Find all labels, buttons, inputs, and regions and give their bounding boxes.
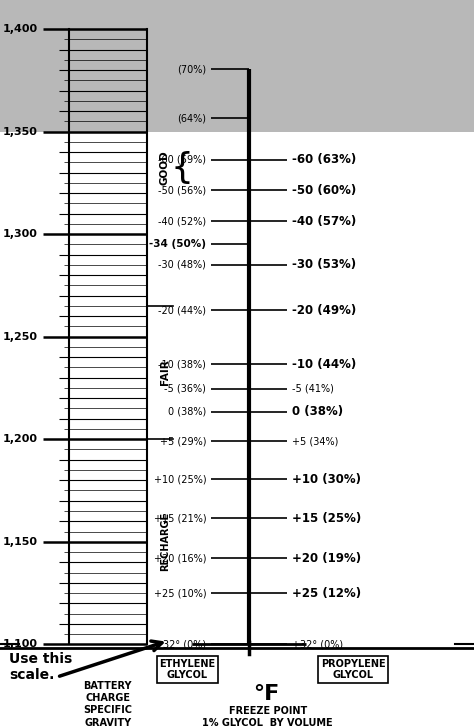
Text: -50 (60%): -50 (60%)	[292, 183, 356, 197]
Text: +15 (25%): +15 (25%)	[292, 512, 361, 525]
Text: +20 (19%): +20 (19%)	[292, 552, 361, 565]
Text: 1,400: 1,400	[3, 24, 38, 34]
Text: +25 (10%): +25 (10%)	[154, 588, 206, 598]
Text: -5 (41%): -5 (41%)	[292, 384, 333, 394]
Text: -34 (50%): -34 (50%)	[149, 240, 206, 250]
Text: -10 (44%): -10 (44%)	[292, 358, 356, 371]
Text: 1,150: 1,150	[3, 537, 38, 547]
Text: ETHYLENE
GLYCOL: ETHYLENE GLYCOL	[159, 659, 215, 681]
Text: +10 (30%): +10 (30%)	[292, 473, 361, 486]
Text: 1,200: 1,200	[3, 434, 38, 444]
Text: Use this
scale.: Use this scale.	[9, 652, 73, 681]
Text: BATTERY
CHARGE
SPECIFIC
GRAVITY: BATTERY CHARGE SPECIFIC GRAVITY	[83, 681, 132, 728]
Text: (70%): (70%)	[177, 64, 206, 74]
Text: °F: °F	[254, 684, 280, 704]
Text: +10 (25%): +10 (25%)	[154, 475, 206, 484]
Text: PROPYLENE
GLYCOL: PROPYLENE GLYCOL	[321, 659, 385, 681]
Text: +20 (16%): +20 (16%)	[154, 553, 206, 563]
Text: 0 (38%): 0 (38%)	[168, 407, 206, 416]
Text: {: {	[171, 151, 194, 184]
Text: +32° (0%): +32° (0%)	[155, 639, 206, 649]
Text: GOOD: GOOD	[160, 150, 170, 185]
Text: 1,350: 1,350	[3, 127, 38, 137]
Text: -30 (53%): -30 (53%)	[292, 258, 356, 272]
Text: +15 (21%): +15 (21%)	[154, 513, 206, 523]
Text: FREEZE POINT
1% GLYCOL  BY VOLUME: FREEZE POINT 1% GLYCOL BY VOLUME	[202, 706, 333, 728]
Text: 1,300: 1,300	[3, 229, 38, 240]
Text: +25 (12%): +25 (12%)	[292, 587, 361, 600]
Text: +5 (34%): +5 (34%)	[292, 436, 338, 446]
Text: -20 (49%): -20 (49%)	[292, 304, 356, 317]
Text: -50 (56%): -50 (56%)	[158, 186, 206, 195]
Text: -40 (52%): -40 (52%)	[158, 216, 206, 226]
Text: -10 (38%): -10 (38%)	[158, 360, 206, 369]
Text: 1,250: 1,250	[3, 332, 38, 341]
Text: FAIR: FAIR	[160, 360, 170, 385]
Text: -40 (57%): -40 (57%)	[292, 215, 356, 228]
Text: +5 (29%): +5 (29%)	[160, 436, 206, 446]
Text: (64%): (64%)	[177, 114, 206, 123]
Bar	[0, 0, 474, 132]
Text: -60 (59%): -60 (59%)	[158, 154, 206, 165]
Text: -60 (63%): -60 (63%)	[292, 153, 356, 166]
Text: 0 (38%): 0 (38%)	[292, 405, 343, 419]
Text: 1,100: 1,100	[3, 639, 38, 649]
Text: +32° (0%): +32° (0%)	[292, 639, 343, 649]
Text: -20 (44%): -20 (44%)	[158, 305, 206, 315]
Text: -5 (36%): -5 (36%)	[164, 384, 206, 394]
Text: -30 (48%): -30 (48%)	[158, 260, 206, 270]
Text: RECHARGE: RECHARGE	[160, 513, 170, 571]
